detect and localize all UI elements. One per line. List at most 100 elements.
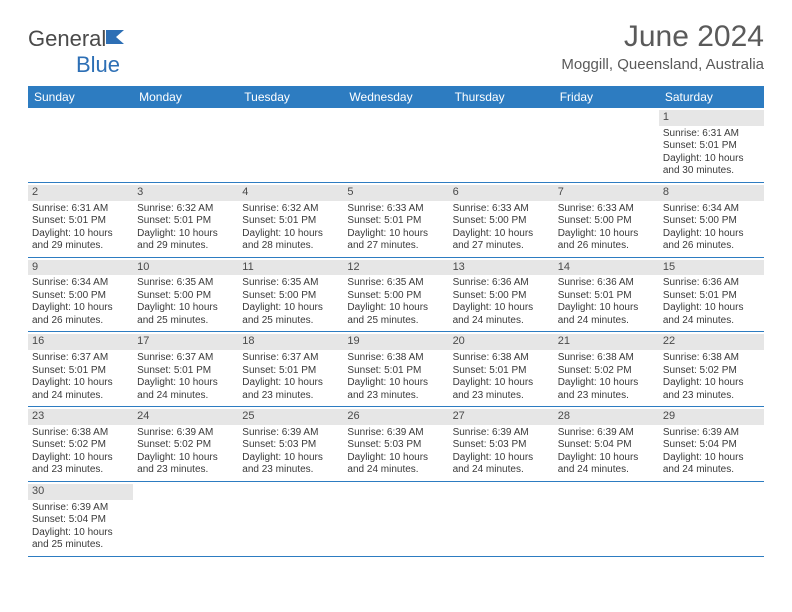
sunset-text: Sunset: 5:00 PM — [453, 290, 550, 303]
daylight-text: Daylight: 10 hours and 29 minutes. — [32, 228, 129, 253]
sunset-text: Sunset: 5:04 PM — [663, 439, 760, 452]
sunrise-text: Sunrise: 6:37 AM — [32, 352, 129, 365]
day-number: 22 — [659, 334, 764, 350]
day-number — [133, 484, 238, 500]
sunrise-text: Sunrise: 6:37 AM — [242, 352, 339, 365]
day-number: 5 — [343, 185, 448, 201]
day-cell: 24Sunrise: 6:39 AMSunset: 5:02 PMDayligh… — [133, 407, 238, 481]
day-cell: 12Sunrise: 6:35 AMSunset: 5:00 PMDayligh… — [343, 258, 448, 332]
sunrise-text: Sunrise: 6:39 AM — [347, 427, 444, 440]
daylight-text: Daylight: 10 hours and 23 minutes. — [558, 377, 655, 402]
day-number: 28 — [554, 409, 659, 425]
day-cell: 16Sunrise: 6:37 AMSunset: 5:01 PMDayligh… — [28, 332, 133, 406]
daylight-text: Daylight: 10 hours and 23 minutes. — [137, 452, 234, 477]
day-cell — [554, 482, 659, 556]
day-cell: 14Sunrise: 6:36 AMSunset: 5:01 PMDayligh… — [554, 258, 659, 332]
day-number: 14 — [554, 260, 659, 276]
sunset-text: Sunset: 5:03 PM — [242, 439, 339, 452]
sunrise-text: Sunrise: 6:39 AM — [558, 427, 655, 440]
dow-friday: Friday — [554, 86, 659, 108]
sunrise-text: Sunrise: 6:36 AM — [558, 277, 655, 290]
week-row: 23Sunrise: 6:38 AMSunset: 5:02 PMDayligh… — [28, 407, 764, 482]
day-cell: 10Sunrise: 6:35 AMSunset: 5:00 PMDayligh… — [133, 258, 238, 332]
day-cell: 21Sunrise: 6:38 AMSunset: 5:02 PMDayligh… — [554, 332, 659, 406]
brand-text-1: General — [28, 26, 106, 51]
sunrise-text: Sunrise: 6:39 AM — [242, 427, 339, 440]
daylight-text: Daylight: 10 hours and 26 minutes. — [663, 228, 760, 253]
day-number: 17 — [133, 334, 238, 350]
day-number — [238, 110, 343, 126]
sunrise-text: Sunrise: 6:34 AM — [663, 203, 760, 216]
daylight-text: Daylight: 10 hours and 24 minutes. — [137, 377, 234, 402]
day-cell: 18Sunrise: 6:37 AMSunset: 5:01 PMDayligh… — [238, 332, 343, 406]
sunrise-text: Sunrise: 6:32 AM — [242, 203, 339, 216]
day-number — [659, 484, 764, 500]
day-number: 13 — [449, 260, 554, 276]
daylight-text: Daylight: 10 hours and 23 minutes. — [242, 452, 339, 477]
day-cell — [238, 108, 343, 182]
sunset-text: Sunset: 5:01 PM — [453, 365, 550, 378]
day-cell: 9Sunrise: 6:34 AMSunset: 5:00 PMDaylight… — [28, 258, 133, 332]
sunrise-text: Sunrise: 6:36 AM — [453, 277, 550, 290]
dow-monday: Monday — [133, 86, 238, 108]
day-number: 9 — [28, 260, 133, 276]
sunset-text: Sunset: 5:01 PM — [32, 215, 129, 228]
day-number: 2 — [28, 185, 133, 201]
daylight-text: Daylight: 10 hours and 23 minutes. — [32, 452, 129, 477]
daylight-text: Daylight: 10 hours and 25 minutes. — [32, 527, 129, 552]
daylight-text: Daylight: 10 hours and 23 minutes. — [242, 377, 339, 402]
day-number — [343, 484, 448, 500]
daylight-text: Daylight: 10 hours and 25 minutes. — [347, 302, 444, 327]
day-number — [554, 484, 659, 500]
sunrise-text: Sunrise: 6:32 AM — [137, 203, 234, 216]
day-number: 29 — [659, 409, 764, 425]
day-cell: 6Sunrise: 6:33 AMSunset: 5:00 PMDaylight… — [449, 183, 554, 257]
day-cell: 17Sunrise: 6:37 AMSunset: 5:01 PMDayligh… — [133, 332, 238, 406]
day-cell — [343, 108, 448, 182]
daylight-text: Daylight: 10 hours and 27 minutes. — [453, 228, 550, 253]
dow-tuesday: Tuesday — [238, 86, 343, 108]
day-cell — [28, 108, 133, 182]
sunrise-text: Sunrise: 6:31 AM — [663, 128, 760, 141]
brand-text: GeneralBlue — [28, 26, 128, 78]
day-cell: 23Sunrise: 6:38 AMSunset: 5:02 PMDayligh… — [28, 407, 133, 481]
day-cell — [133, 108, 238, 182]
day-number: 23 — [28, 409, 133, 425]
sunset-text: Sunset: 5:00 PM — [347, 290, 444, 303]
dow-wednesday: Wednesday — [343, 86, 448, 108]
brand-logo: GeneralBlue — [28, 26, 128, 78]
sunrise-text: Sunrise: 6:38 AM — [663, 352, 760, 365]
day-cell: 15Sunrise: 6:36 AMSunset: 5:01 PMDayligh… — [659, 258, 764, 332]
sunset-text: Sunset: 5:00 PM — [137, 290, 234, 303]
sunset-text: Sunset: 5:04 PM — [558, 439, 655, 452]
page-title: June 2024 — [561, 20, 764, 54]
daylight-text: Daylight: 10 hours and 23 minutes. — [347, 377, 444, 402]
day-number: 10 — [133, 260, 238, 276]
sunset-text: Sunset: 5:00 PM — [242, 290, 339, 303]
daylight-text: Daylight: 10 hours and 24 minutes. — [453, 302, 550, 327]
weeks-container: 1Sunrise: 6:31 AMSunset: 5:01 PMDaylight… — [28, 108, 764, 557]
day-cell: 19Sunrise: 6:38 AMSunset: 5:01 PMDayligh… — [343, 332, 448, 406]
day-cell — [449, 108, 554, 182]
sunset-text: Sunset: 5:01 PM — [137, 365, 234, 378]
daylight-text: Daylight: 10 hours and 24 minutes. — [558, 302, 655, 327]
day-cell: 1Sunrise: 6:31 AMSunset: 5:01 PMDaylight… — [659, 108, 764, 182]
sunset-text: Sunset: 5:00 PM — [453, 215, 550, 228]
daylight-text: Daylight: 10 hours and 26 minutes. — [32, 302, 129, 327]
day-cell: 4Sunrise: 6:32 AMSunset: 5:01 PMDaylight… — [238, 183, 343, 257]
daylight-text: Daylight: 10 hours and 24 minutes. — [453, 452, 550, 477]
sunrise-text: Sunrise: 6:35 AM — [242, 277, 339, 290]
day-number: 19 — [343, 334, 448, 350]
dow-sunday: Sunday — [28, 86, 133, 108]
sunset-text: Sunset: 5:02 PM — [663, 365, 760, 378]
sunrise-text: Sunrise: 6:39 AM — [137, 427, 234, 440]
week-row: 1Sunrise: 6:31 AMSunset: 5:01 PMDaylight… — [28, 108, 764, 183]
day-cell — [449, 482, 554, 556]
day-number — [133, 110, 238, 126]
week-row: 16Sunrise: 6:37 AMSunset: 5:01 PMDayligh… — [28, 332, 764, 407]
day-number — [554, 110, 659, 126]
sunset-text: Sunset: 5:01 PM — [558, 290, 655, 303]
daylight-text: Daylight: 10 hours and 27 minutes. — [347, 228, 444, 253]
day-cell: 2Sunrise: 6:31 AMSunset: 5:01 PMDaylight… — [28, 183, 133, 257]
daylight-text: Daylight: 10 hours and 29 minutes. — [137, 228, 234, 253]
